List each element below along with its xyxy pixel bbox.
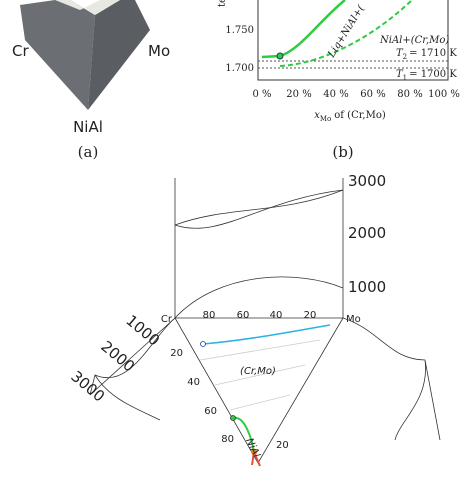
oblique-curve — [89, 317, 176, 421]
tick-label: 3000 — [67, 367, 108, 405]
symbol: T — [396, 69, 404, 80]
x-label: xMo of (Cr,Mo) — [314, 110, 386, 123]
line-label: T1 = 1700 K — [396, 69, 457, 82]
corner-label: Mo — [346, 314, 361, 325]
corner-label: NiAl — [73, 118, 103, 136]
tick-label: 40 — [270, 310, 283, 321]
corner-label: Cr — [12, 42, 29, 60]
point — [251, 449, 257, 455]
region-label: (Cr,Mo) — [240, 366, 276, 377]
x-subscript: Mo — [320, 115, 331, 123]
tick-label: 2000 — [348, 224, 386, 242]
plot-frame — [257, 0, 449, 81]
point — [230, 415, 236, 421]
oblique-axis — [89, 317, 176, 396]
tick-label: 80 — [221, 434, 234, 445]
x-tick-label: 80 % — [397, 89, 422, 100]
tick-label: 1000 — [122, 311, 163, 349]
x-rest: of (Cr,Mo) — [334, 110, 386, 121]
triangle — [174, 317, 344, 464]
region-label: NiAl — [243, 437, 261, 460]
tick-label: 60 — [237, 310, 250, 321]
caption: (a) — [78, 143, 99, 161]
grid-line — [199, 339, 321, 411]
crystal-left — [20, 0, 95, 110]
tick-label: 20 — [276, 440, 289, 451]
tick-label: 60 — [204, 406, 217, 417]
rest: = 1700 K — [409, 69, 457, 80]
solvus-curve — [279, 0, 413, 67]
y-tick-label: 1.750 — [225, 25, 254, 36]
point — [276, 52, 284, 60]
panel-a: Cr Mo NiAl (a) — [12, 0, 170, 161]
crystal-right — [88, 0, 150, 110]
panel-c-labels: 3000 2000 1000 Cr Mo 80 60 40 20 20 40 6… — [67, 172, 386, 459]
tick-label: 80 — [203, 310, 216, 321]
tick-label: 40 — [187, 377, 200, 388]
solidus-edge — [174, 189, 344, 226]
x-tick-label: 0 % — [252, 89, 271, 100]
rest: = 1710 K — [409, 48, 457, 59]
line-label: T2 = 1710 K — [396, 48, 457, 61]
subscript: 2 — [403, 53, 407, 61]
crystal-top — [55, 0, 120, 15]
corner-label: Cr — [161, 314, 173, 325]
y-tick-label: 1.700 — [225, 63, 254, 74]
subscript: 1 — [403, 74, 407, 82]
tick-label: 20 — [304, 310, 317, 321]
edge-curve — [174, 276, 344, 319]
panel-c — [89, 178, 441, 467]
x-tick-label: 100 % — [428, 89, 460, 100]
x-tick-label: 40 % — [323, 89, 348, 100]
curve-label: NiAl+(Cr,Mo) — [379, 35, 449, 46]
x-symbol: x — [314, 110, 320, 121]
point — [200, 341, 206, 347]
y-label: temper — [217, 0, 228, 7]
tie-curve — [202, 324, 331, 345]
caption: (b) — [332, 143, 353, 161]
x-tick-label: 20 % — [286, 89, 311, 100]
tick-label: 1000 — [348, 278, 386, 296]
corner-label: Mo — [148, 42, 170, 60]
panel-b: temper 1.750 1.700 0 % 20 % 40 % 60 % 80… — [217, 0, 460, 161]
x-tick-label: 60 % — [360, 89, 385, 100]
symbol: T — [396, 48, 404, 59]
liquidus-edge — [174, 189, 344, 229]
tick-label: 20 — [170, 348, 183, 359]
tick-label: 3000 — [348, 172, 386, 190]
right-curve — [342, 317, 441, 441]
